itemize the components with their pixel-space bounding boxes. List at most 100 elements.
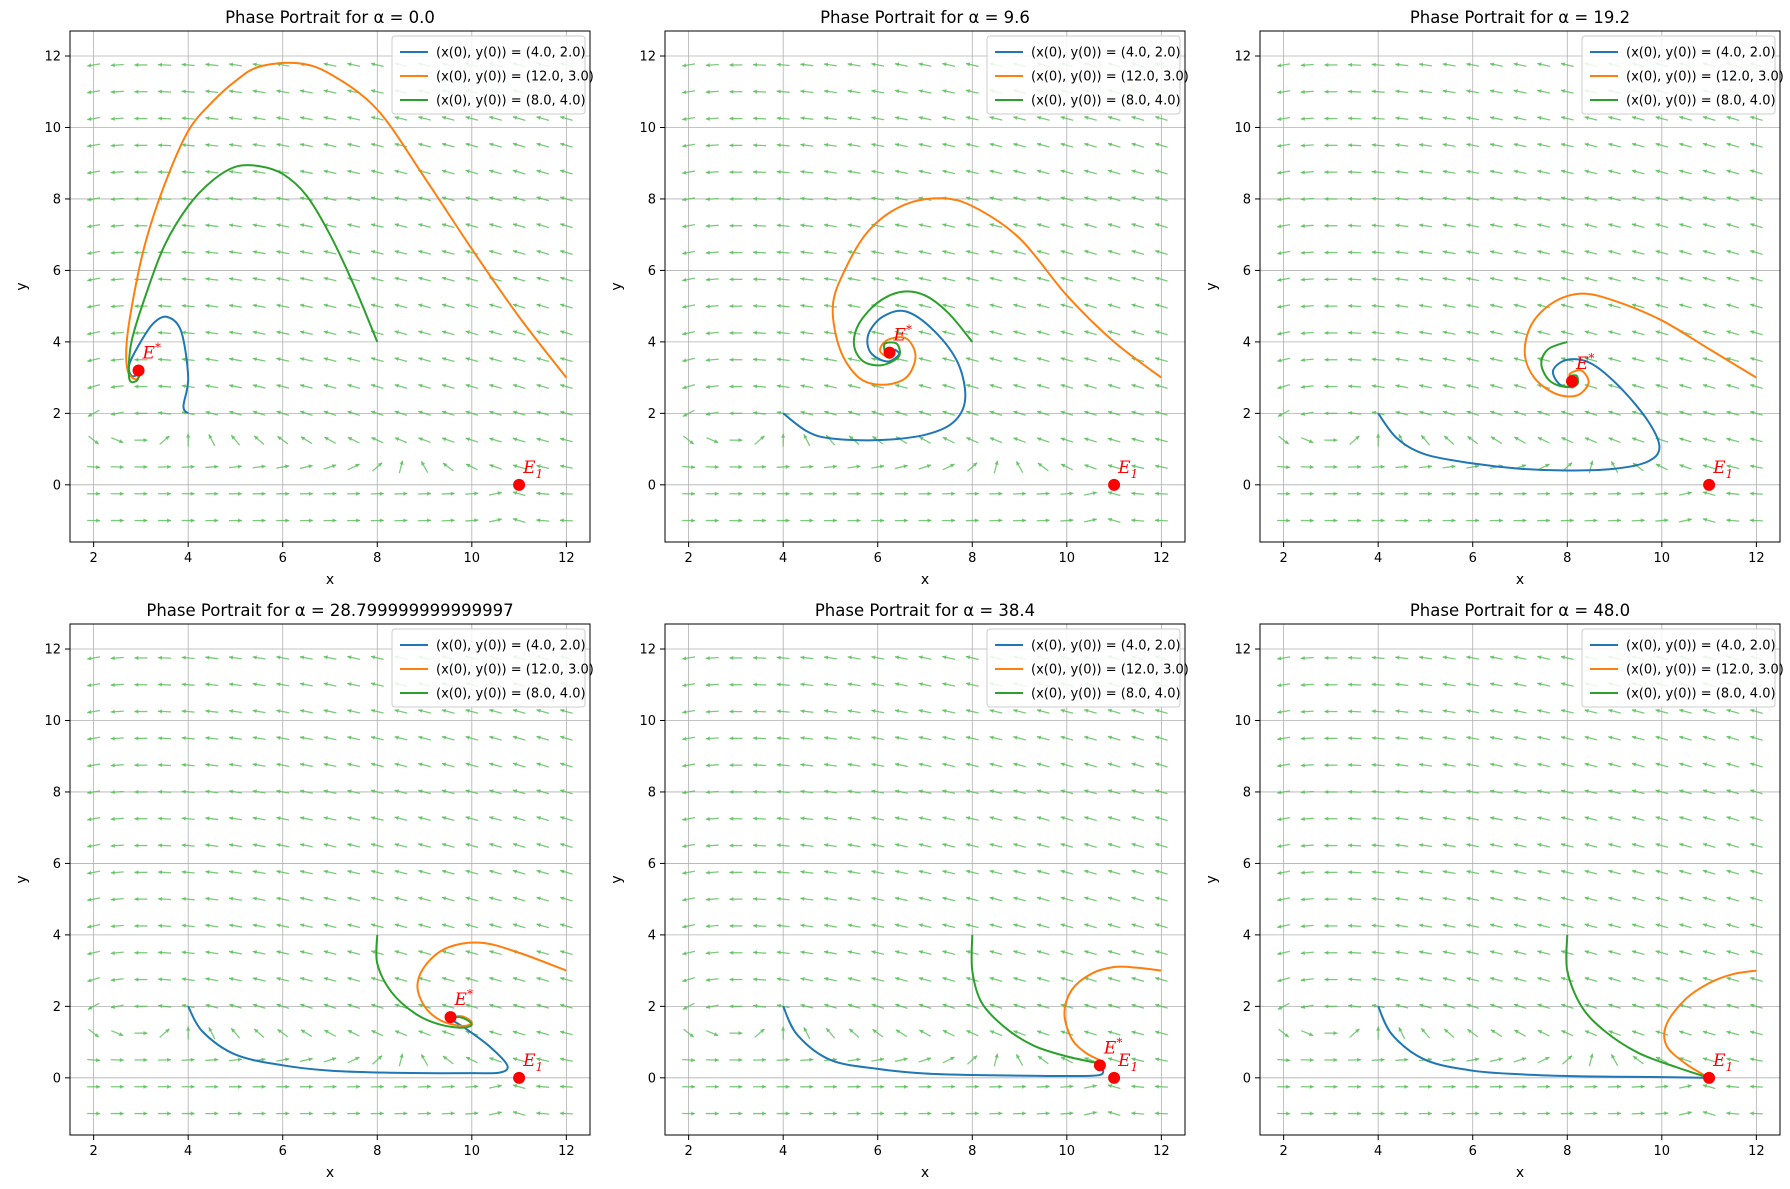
field-arrowhead: [489, 949, 494, 955]
field-arrowhead: [824, 843, 829, 848]
equilibrium-label-E*: E*: [142, 340, 161, 363]
field-arrowhead: [299, 816, 305, 821]
field-arrowhead: [1679, 976, 1684, 981]
equilibrium-point-E*: [1093, 1059, 1106, 1072]
field-arrowhead: [1348, 250, 1353, 255]
vector-field: [1277, 62, 1763, 523]
equilibrium-label-E1: E1: [522, 458, 543, 481]
field-arrowhead: [143, 1111, 148, 1116]
field-arrowhead: [347, 357, 352, 362]
field-arrowhead: [1726, 356, 1731, 362]
field-arrowhead: [729, 789, 734, 795]
field-arrowhead: [87, 170, 92, 175]
field-arrowhead: [1036, 223, 1042, 228]
field-arrowhead: [1726, 869, 1731, 874]
field-arrowhead: [323, 330, 329, 335]
field-arrowhead: [119, 491, 124, 496]
field-arrowhead: [847, 842, 852, 848]
field-arrowhead: [1419, 735, 1424, 741]
y-axis-label: y: [609, 282, 625, 290]
field-arrowhead: [800, 789, 805, 794]
field-arrowhead: [1467, 1029, 1472, 1034]
field-arrowhead: [1702, 1110, 1708, 1115]
x-axis-label: x: [326, 572, 334, 588]
field-arrowhead: [965, 62, 971, 67]
field-arrowhead: [872, 436, 877, 441]
field-arrowhead: [1300, 977, 1305, 982]
field-arrowhead: [512, 517, 518, 522]
field-arrowhead: [942, 896, 947, 901]
equilibrium-point-E1: [1703, 1071, 1716, 1084]
field-arrowhead: [441, 869, 447, 874]
field-arrowhead: [762, 1111, 767, 1116]
field-arrowhead: [323, 383, 329, 388]
field-arrowhead: [1451, 518, 1456, 523]
field-arrowhead: [1561, 1030, 1566, 1035]
field-arrowhead: [308, 1084, 313, 1089]
field-arrowhead: [1513, 735, 1518, 740]
field-arrowhead: [753, 843, 758, 848]
legend-entry-1: (x(0), y(0)) = (4.0, 2.0): [1626, 639, 1776, 654]
field-arrowhead: [96, 1084, 101, 1089]
field-arrowhead: [441, 735, 447, 740]
field-arrowhead: [167, 1057, 172, 1063]
field-arrowhead: [1286, 518, 1291, 523]
legend-entry-1: (x(0), y(0)) = (4.0, 2.0): [1031, 639, 1181, 654]
field-arrowhead: [918, 142, 923, 147]
field-arrowhead: [1398, 434, 1403, 439]
field-arrowhead: [1631, 223, 1637, 228]
equilibrium-label-E*: E*: [893, 323, 912, 346]
field-arrowhead: [1702, 789, 1708, 794]
field-arrowhead: [208, 434, 213, 439]
field-arrowhead: [450, 491, 455, 496]
field-arrowhead: [729, 303, 734, 309]
field-arrowhead: [1513, 196, 1518, 201]
field-arrowhead: [1679, 815, 1684, 821]
field-arrowhead: [1155, 276, 1160, 281]
field-arrowhead: [465, 330, 470, 335]
field-arrowhead: [1395, 276, 1400, 282]
field-arrowhead: [1107, 142, 1113, 147]
field-arrowhead: [705, 170, 710, 175]
field-arrowhead: [942, 1030, 948, 1034]
field-arrowhead: [1466, 655, 1471, 660]
field-arrowhead: [1060, 735, 1065, 740]
field-arrowhead: [1442, 383, 1448, 389]
equilibrium-point-E1: [1108, 478, 1121, 491]
y-axis-label: y: [1204, 282, 1220, 290]
field-arrowhead: [965, 789, 971, 794]
field-arrowhead: [489, 249, 494, 254]
field-arrowhead: [1498, 518, 1503, 523]
field-arrowhead: [1084, 142, 1089, 147]
field-arrowhead: [1664, 518, 1669, 523]
field-arrowhead: [800, 410, 805, 415]
field-arrowhead: [181, 709, 186, 714]
field-arrowhead: [347, 976, 352, 981]
field-arrowhead: [1155, 708, 1160, 713]
field-arrowhead: [1348, 277, 1353, 282]
field-arrowhead: [1395, 735, 1400, 741]
field-arrowhead: [1655, 356, 1660, 362]
field-arrowhead: [181, 62, 186, 67]
field-arrowhead: [800, 62, 805, 67]
y-tick-label: 6: [53, 857, 61, 872]
field-arrowhead: [1348, 736, 1353, 741]
field-arrowhead: [489, 869, 494, 874]
field-arrowhead: [1300, 682, 1305, 688]
field-arrowhead: [181, 923, 186, 928]
field-arrowhead: [1155, 842, 1160, 847]
y-tick-label: 4: [648, 928, 656, 943]
field-arrowhead: [682, 683, 687, 688]
field-arrowhead: [347, 923, 352, 928]
field-arrowhead: [560, 762, 565, 767]
field-arrowhead: [1277, 978, 1282, 983]
field-arrowhead: [1726, 491, 1731, 496]
field-arrowhead: [237, 1057, 242, 1062]
field-arrowhead: [1584, 789, 1589, 794]
field-arrowhead: [1084, 410, 1089, 415]
field-arrowhead: [158, 143, 163, 148]
field-arrowhead: [87, 870, 92, 875]
field-arrowhead: [284, 1057, 290, 1062]
field-arrowhead: [1155, 249, 1160, 254]
field-arrowhead: [229, 709, 234, 714]
